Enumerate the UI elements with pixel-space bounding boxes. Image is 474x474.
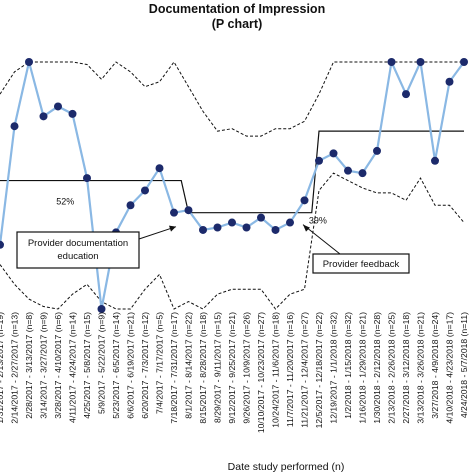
x-tick-label: 2/14/2017 - 2/27/2017 (n=13) — [10, 312, 20, 424]
data-point — [184, 206, 193, 215]
data-point — [39, 112, 48, 121]
x-tick-label: 8/15/2017 - 8/28/2017 (n=18) — [198, 312, 208, 424]
data-point — [373, 146, 381, 155]
x-tick-label: 2/27/2018 - 3/12/2018 (n=18) — [401, 312, 411, 424]
data-point — [329, 149, 338, 158]
data-point — [54, 102, 62, 111]
lower-control-limit — [0, 172, 465, 310]
data-point — [228, 218, 236, 227]
data-point — [257, 213, 265, 222]
x-tick-label: 4/10/2018 - 4/23/2018 (n=17) — [445, 312, 455, 424]
x-tick-label: 1/30/2018 - 2/12/2018 (n=28) — [372, 312, 382, 424]
data-point — [286, 218, 294, 227]
center-line: 52% 39% — [0, 130, 464, 226]
data-point — [315, 156, 323, 165]
data-point — [170, 208, 178, 217]
x-tick-label: 12/5/2017 - 12/18/2017 (n=22) — [314, 312, 324, 428]
annotation-text: Provider feedback — [323, 259, 400, 270]
data-point — [387, 58, 396, 66]
x-tick-label: 8/29/2017 - 9/11/2017 (n=15) — [213, 312, 223, 423]
data-point — [155, 164, 164, 173]
x-tick-label: 6/6/2017 - 6/19/2017 (n=21) — [126, 312, 136, 419]
x-tick-label: 2/28/2017 - 3/13/2017 (n=8) — [24, 312, 34, 419]
annotation-text: Provider documentation — [28, 238, 128, 249]
center-line-label: 52% — [56, 197, 74, 207]
x-tick-label: 6/20/2017 - 7/3/2017 (n=12) — [140, 312, 150, 419]
annotation-text: education — [57, 251, 98, 262]
center-line-path — [0, 130, 464, 214]
data-series — [0, 58, 468, 313]
x-tick-label: 11/21/2017 - 12/4/2017 (n=27) — [300, 312, 310, 428]
data-point — [358, 169, 367, 178]
x-tick-label: 8/1/2017 - 8/14/2017 (n=22) — [184, 312, 194, 419]
chart-subtitle: (P chart) — [212, 17, 262, 31]
annotation-box — [16, 231, 140, 269]
arrow-head — [303, 224, 310, 232]
x-tick-label: 4/24/2018 - 5/7/2018 (n=11) — [459, 312, 469, 418]
x-tick-label: 3/28/2017 - 4/10/2017 (n=6) — [53, 312, 63, 419]
x-tick-label: 9/26/2017 - 10/9/2017 (n=26) — [242, 312, 252, 424]
x-tick-label: 5/23/2017 - 6/5/2017 (n=14) — [111, 312, 121, 419]
x-tick-label: 3/27/2018 - 4/9/2018 (n=24) — [430, 312, 440, 419]
data-point — [213, 223, 222, 232]
data-point — [0, 240, 4, 249]
annotations: Provider documentation education Provider … — [16, 224, 410, 274]
x-tick-label: 3/13/2018 - 3/26/2018 (n=21) — [416, 312, 426, 424]
x-tick-label: 5/9/2017 - 5/22/2017 (n=9) — [97, 312, 107, 414]
data-point — [445, 77, 454, 86]
annotation-box — [312, 253, 410, 274]
data-point — [10, 122, 19, 131]
x-tick-label: 1/2/2018 - 1/15/2018 (n=32) — [343, 312, 353, 419]
x-tick-label: 10/10/2017 - 10/23/2017 (n=27) — [256, 312, 266, 433]
x-tick-label: 9/12/2017 - 9/25/2017 (n=21) — [227, 312, 237, 424]
x-tick-label: 2/13/2018 - 2/26/2018 (n=25) — [387, 312, 397, 424]
x-tick-label: 4/25/2017 - 5/8/2017 (n=15) — [82, 312, 92, 419]
data-point — [300, 196, 309, 205]
annotation-arrow — [138, 226, 177, 240]
data-point — [97, 305, 106, 313]
data-point — [344, 166, 352, 175]
x-tick-label: 1/31/2017 - 2/13/2017 (n=19) — [0, 312, 5, 424]
center-line-label: 39% — [309, 216, 327, 226]
data-point — [25, 58, 33, 66]
data-point — [199, 225, 207, 234]
data-point — [68, 109, 77, 118]
data-point — [402, 90, 410, 99]
x-tick-label: 10/24/2017 - 11/6/2017 (n=18) — [271, 312, 281, 428]
x-tick-label: 1/16/2018 - 1/29/2018 (n=21) — [358, 312, 368, 424]
data-point — [141, 186, 149, 195]
data-point — [83, 174, 91, 183]
data-point — [242, 223, 251, 232]
data-point — [126, 201, 135, 210]
annotation-arrow — [302, 224, 341, 255]
chart-title: Documentation of Impression — [149, 2, 325, 16]
x-tick-label: 4/11/2017 - 4/24/2017 (n=14) — [68, 312, 78, 423]
x-tick-labels: 1/31/2017 - 2/13/2017 (n=19) 2/14/2017 - … — [0, 312, 469, 433]
x-tick-label: 3/14/2017 - 3/27/2017 (n=9) — [39, 312, 49, 419]
x-tick-label: 11/7/2017 - 11/20/2017 (n=16) — [285, 312, 295, 427]
data-point — [460, 58, 468, 66]
data-point — [431, 156, 439, 165]
control-limits — [0, 61, 465, 310]
x-tick-label: 7/4/2017 - 7/17/2017 (n=5) — [155, 312, 165, 414]
arrow-head — [169, 225, 176, 232]
data-point — [416, 58, 425, 66]
x-axis-label: Date study performed (n) — [228, 461, 345, 473]
x-tick-label: 7/18/2017 - 7/31/2017 (n=17) — [169, 312, 179, 424]
upper-control-limit — [0, 61, 464, 137]
x-tick-label: 12/19/2017 - 1/1/2018 (n=32) — [329, 312, 339, 424]
data-point — [271, 225, 280, 234]
